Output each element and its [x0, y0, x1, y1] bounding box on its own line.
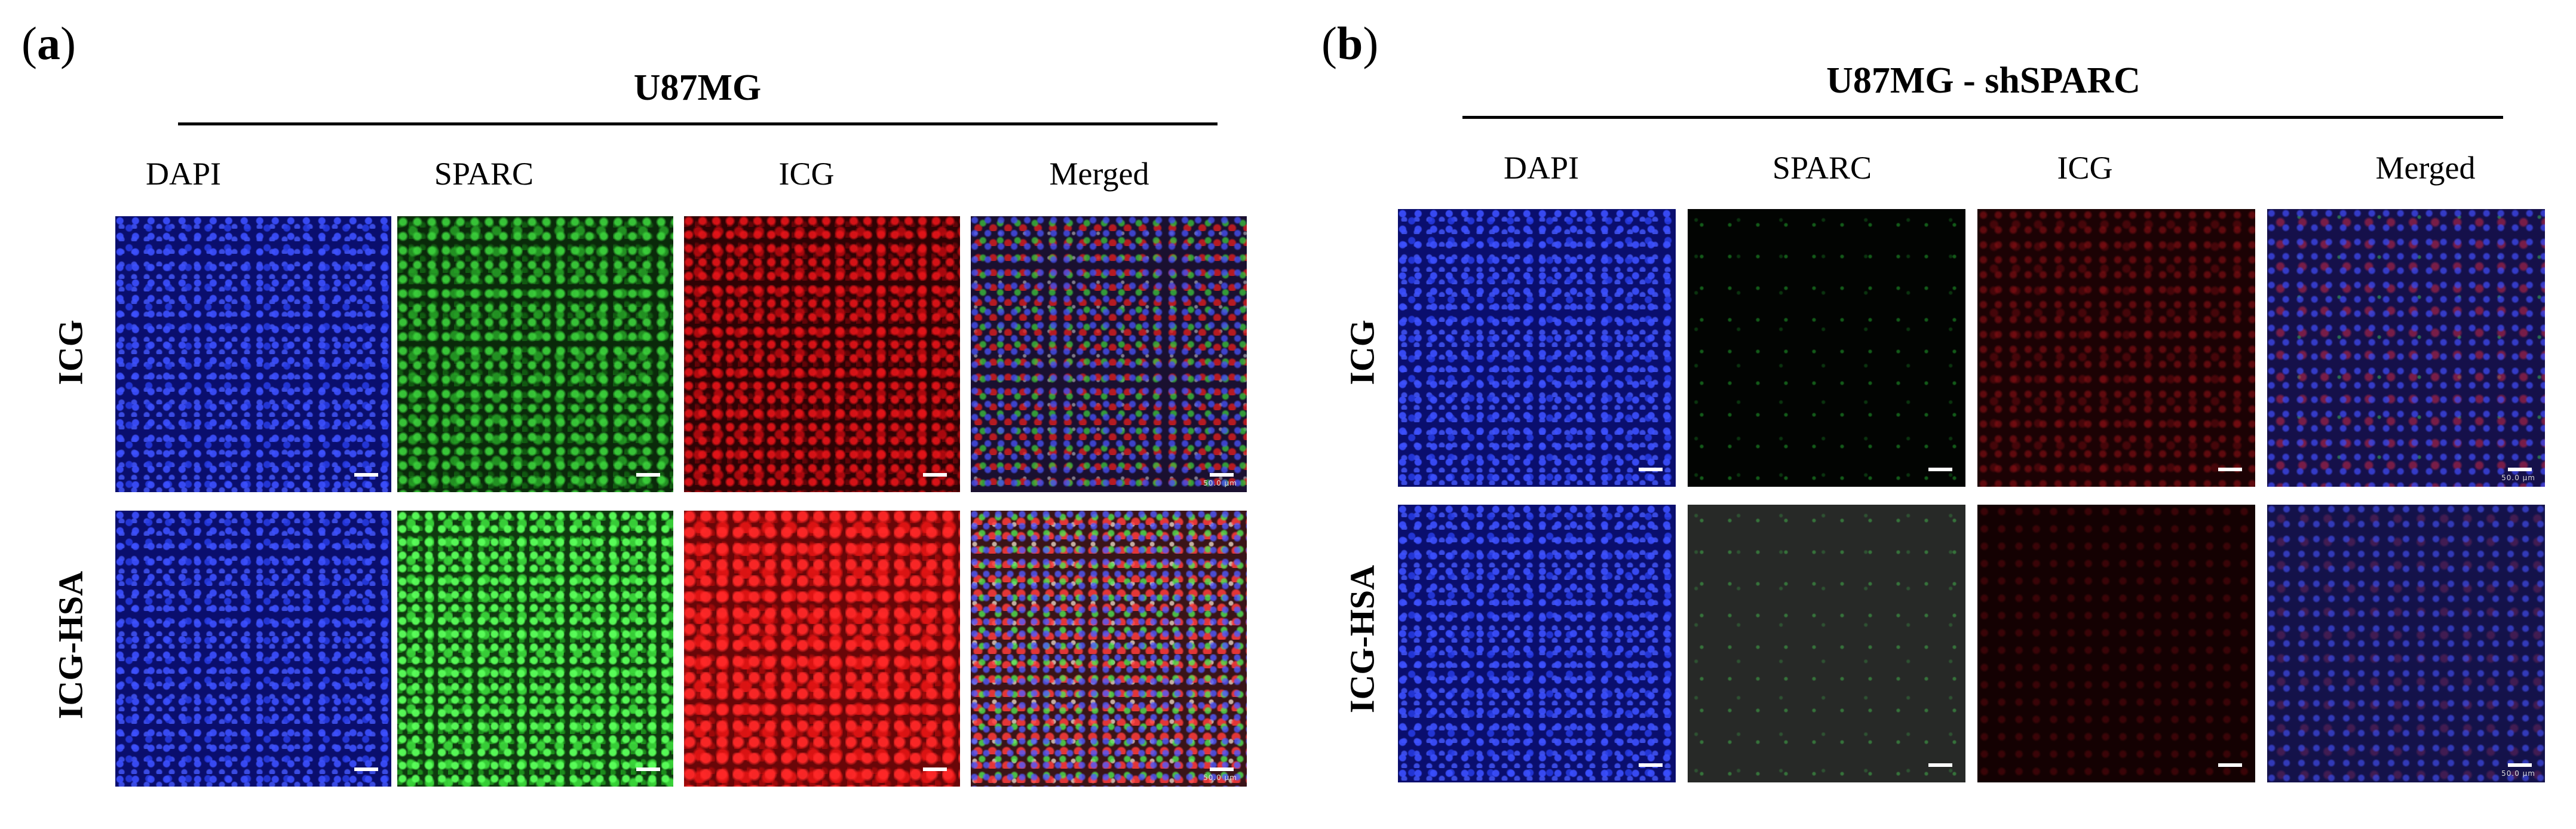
scale-bar	[1639, 468, 1663, 471]
panel-a-letter-char: a	[36, 17, 60, 69]
panel-b-icghsa-icg-image	[1977, 505, 2255, 782]
scale-bar	[1639, 763, 1663, 767]
panel-a-icghsa-sparc-image	[397, 511, 673, 787]
scale-bar	[923, 473, 947, 477]
scale-bar	[2218, 468, 2242, 471]
scale-bar	[2508, 468, 2532, 471]
panel-a-icghsa-icg-image	[684, 511, 960, 787]
panel-b-row-icg: ICG	[1342, 320, 1382, 385]
scale-label: 50.0 μm	[2501, 474, 2535, 482]
scale-bar	[1928, 763, 1952, 767]
panel-a-col-sparc: SPARC	[434, 156, 534, 192]
panel-b-title-rule	[1462, 116, 2503, 119]
panel-b-col-dapi: DAPI	[1503, 150, 1579, 186]
panel-b-row-icg-hsa: ICG-HSA	[1342, 564, 1382, 714]
scale-bar	[1210, 473, 1234, 477]
panel-b-icg-merged-image: 50.0 μm	[2267, 209, 2545, 487]
panel-a-icg-dapi-image	[115, 216, 391, 492]
panel-a-row-icg: ICG	[51, 320, 90, 385]
panel-b-col-icg: ICG	[2057, 150, 2113, 186]
panel-a-row-icg-hsa: ICG-HSA	[51, 570, 90, 720]
panel-a-title-rule	[178, 122, 1218, 125]
panel-b-title: U87MG - shSPARC	[1826, 60, 2140, 101]
scale-label: 50.0 μm	[1203, 479, 1237, 487]
panel-b-icg-sparc-image	[1688, 209, 1965, 487]
scale-label: 50.0 μm	[2501, 769, 2535, 778]
panel-a-col-merged: Merged	[1049, 156, 1149, 192]
scale-label: 50.0 μm	[1203, 773, 1237, 782]
scale-bar	[923, 767, 947, 771]
scale-bar	[354, 473, 378, 477]
panel-a-icghsa-merged-image: 50.0 μm	[971, 511, 1247, 787]
panel-b-icg-icg-image	[1977, 209, 2255, 487]
panel-b-col-sparc: SPARC	[1772, 150, 1872, 186]
panel-a-icg-merged-image: 50.0 μm	[971, 216, 1247, 492]
panel-b-letter: (b)	[1321, 17, 1379, 69]
panel-b-icg-dapi-image	[1398, 209, 1676, 487]
panel-b-icghsa-dapi-image	[1398, 505, 1676, 782]
panel-a-title: U87MG	[633, 67, 762, 108]
scale-bar	[2218, 763, 2242, 767]
panel-b-icghsa-sparc-image	[1688, 505, 1965, 782]
panel-a-letter: (a)	[22, 17, 76, 69]
scale-bar	[636, 767, 660, 771]
panel-a-icg-icg-image	[684, 216, 960, 492]
panel-b-letter-char: b	[1336, 17, 1363, 69]
panel-b-icghsa-merged-image: 50.0 μm	[2267, 505, 2545, 782]
scale-bar	[1210, 767, 1234, 771]
scale-bar	[636, 473, 660, 477]
scale-bar	[2508, 763, 2532, 767]
panel-a-icghsa-dapi-image	[115, 511, 391, 787]
panel-a-col-icg: ICG	[778, 156, 835, 192]
scale-bar	[1928, 468, 1952, 471]
panel-a-icg-sparc-image	[397, 216, 673, 492]
panel-b-col-merged: Merged	[2375, 150, 2476, 186]
panel-a-col-dapi: DAPI	[145, 156, 221, 192]
scale-bar	[354, 767, 378, 771]
